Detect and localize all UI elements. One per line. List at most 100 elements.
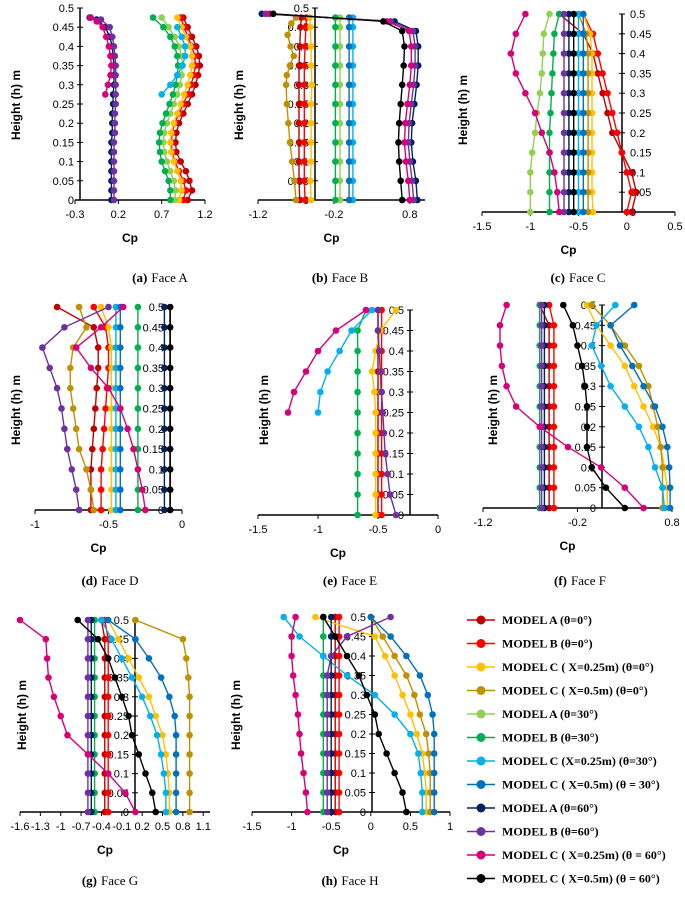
data-point: [565, 30, 573, 38]
x-tick-label: -0.7: [72, 821, 91, 833]
data-point: [104, 655, 112, 662]
data-point: [584, 129, 592, 137]
legend-item-mA60: MODEL A (θ=60°): [467, 801, 598, 815]
data-point: [621, 403, 629, 410]
data-point: [50, 693, 58, 701]
data-point: [162, 808, 170, 816]
y-tick-label: 0.25: [383, 408, 404, 420]
data-point: [57, 712, 64, 720]
data-point: [100, 425, 108, 433]
y-tick-label: 0.4: [630, 49, 645, 61]
data-point: [594, 70, 602, 77]
data-point: [46, 364, 53, 372]
data-point: [372, 429, 379, 437]
data-point: [161, 364, 168, 372]
chart-panel-g: -1.6 -1.3 -1 -0.7 -0.4 -0.1 0.2 0.5 0.8 1.100.050…: [11, 615, 211, 888]
data-point: [584, 149, 592, 156]
x-tick-label: -1: [525, 221, 535, 233]
y-tick-label: 0.5: [59, 3, 74, 15]
data-point: [399, 691, 406, 699]
series-mC2560: [496, 301, 647, 512]
data-point: [560, 208, 568, 216]
data-point: [565, 208, 573, 216]
data-point: [594, 50, 602, 57]
data-point: [167, 187, 174, 194]
data-point: [371, 633, 379, 640]
x-tick-label: -1.5: [243, 821, 262, 833]
series-mC2560: [288, 613, 311, 816]
data-point: [570, 89, 577, 97]
data-point: [580, 70, 587, 77]
x-tick-label: -0.2: [324, 209, 343, 221]
data-point: [155, 139, 163, 146]
data-point: [583, 301, 591, 309]
data-point: [580, 208, 587, 216]
data-point: [161, 506, 168, 514]
y-axis-title: Height (h) m: [257, 375, 271, 445]
data-point: [307, 43, 315, 50]
series-mB60: [560, 10, 568, 216]
data-point: [74, 616, 81, 624]
panel-caption: (e) Face E: [323, 573, 377, 588]
data-point: [424, 691, 432, 699]
data-point: [149, 14, 157, 21]
data-point: [395, 119, 403, 127]
panel-caption: (c) Face C: [551, 270, 606, 285]
data-point: [640, 504, 647, 512]
x-tick-label: -0.5: [322, 821, 341, 833]
x-tick-label: 1: [447, 821, 453, 833]
series-mC560: [269, 10, 408, 204]
chart-panel-b: -1.2-0.20.800.050.10.150.20.250.30.350.4…: [232, 3, 425, 285]
data-point: [666, 504, 674, 512]
series-mC530: [345, 14, 353, 204]
data-point: [565, 109, 573, 117]
data-point: [538, 382, 545, 390]
data-point: [301, 139, 308, 146]
data-point: [354, 388, 361, 396]
legend-label: MODEL A (θ=0°): [502, 613, 592, 627]
data-point: [640, 382, 647, 390]
data-point: [345, 177, 353, 185]
data-point: [630, 382, 638, 390]
data-point: [565, 70, 573, 77]
y-tick-label: 0: [158, 505, 164, 517]
data-point: [184, 81, 191, 89]
data-point: [575, 188, 582, 196]
data-point: [345, 62, 353, 69]
caption-text: Face D: [101, 573, 138, 588]
legend-item-mC50: MODEL C ( X=0.5m) (θ=0°): [467, 684, 648, 698]
data-point: [110, 177, 118, 185]
data-point: [296, 43, 304, 50]
y-tick-label: 0.25: [108, 711, 129, 723]
caption-label: (f): [554, 573, 567, 588]
data-point: [377, 368, 384, 375]
data-point: [387, 633, 394, 640]
data-point: [158, 14, 165, 21]
data-point: [186, 808, 193, 816]
legend-marker: [476, 803, 486, 813]
data-point: [161, 303, 168, 311]
data-point: [666, 484, 674, 492]
series-mC2560: [87, 14, 115, 98]
y-tick-label: 0.3: [59, 80, 74, 92]
data-point: [166, 405, 174, 412]
data-point: [89, 445, 96, 453]
legend-marker: [476, 827, 486, 836]
data-point: [383, 750, 390, 757]
data-point: [323, 730, 331, 738]
data-point: [381, 652, 389, 660]
data-point: [550, 423, 558, 431]
data-point: [323, 672, 331, 679]
data-point: [584, 50, 592, 57]
data-point: [97, 466, 105, 473]
data-point: [93, 384, 100, 392]
data-point: [108, 635, 115, 643]
series-mC2560: [266, 10, 415, 204]
data-point: [550, 342, 558, 349]
data-point: [336, 158, 344, 165]
data-point: [335, 808, 343, 816]
data-point: [391, 711, 398, 718]
data-point: [181, 43, 189, 50]
data-point: [545, 504, 553, 512]
legend-label: MODEL C ( X=0.5m) (θ = 30°): [502, 778, 660, 792]
